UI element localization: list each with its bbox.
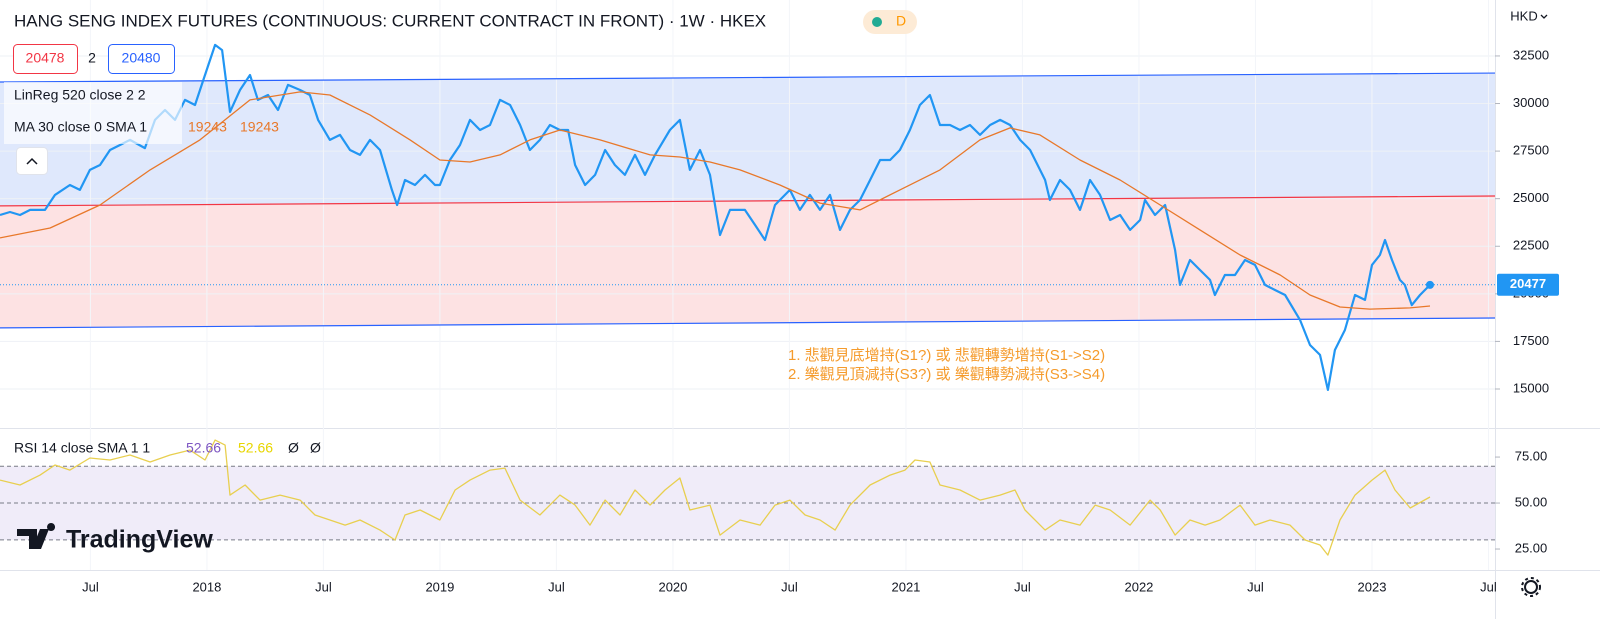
x-tick-label: Jul	[1014, 579, 1031, 594]
series-line	[0, 43, 1431, 391]
sell-price: 20478	[26, 50, 65, 66]
x-tick-label: Jul	[548, 579, 565, 594]
x-tick-label: 2018	[192, 579, 221, 594]
buy-price: 20480	[122, 50, 161, 66]
settings-icon[interactable]	[1524, 580, 1538, 594]
indicator-legend[interactable]: LinReg 520 close 2 2	[14, 87, 146, 103]
y-tick-label: 25.00	[1515, 540, 1548, 555]
x-tick-label: 2022	[1124, 579, 1153, 594]
y-tick-label: 25000	[1513, 190, 1549, 205]
sell-box[interactable]	[13, 44, 78, 74]
y-tick-label: 32500	[1513, 47, 1549, 62]
y-tick-label: 30000	[1513, 95, 1549, 110]
currency-caret	[1540, 14, 1548, 19]
overlay-layer: HANG SENG INDEX FUTURES (CONTINUOUS: CUR…	[4, 8, 1559, 597]
rsi-value: 52.66	[186, 440, 221, 456]
marks-layer	[0, 43, 1496, 556]
channel-upper	[0, 72, 1496, 83]
y-tick-label: 50.00	[1515, 494, 1548, 509]
x-tick-label: 2023	[1358, 579, 1387, 594]
spread: 2	[88, 50, 96, 66]
x-tick-label: Jul	[82, 579, 99, 594]
x-tick-label: Jul	[1247, 579, 1264, 594]
annotation: 1. 悲觀見底增持(S1?) 或 悲觀轉勢增持(S1->S2)	[788, 347, 1105, 364]
chart-title: HANG SENG INDEX FUTURES (CONTINUOUS: CUR…	[14, 11, 766, 30]
last-value-label: 20477	[1510, 276, 1546, 291]
indicator-value: 19243	[240, 119, 279, 135]
indicator-legend[interactable]: MA 30 close 0 SMA 1	[14, 119, 147, 135]
settings-icon-teeth	[1521, 577, 1541, 597]
x-tick-label: 2021	[891, 579, 920, 594]
channel-middle	[0, 195, 1496, 207]
buy-box[interactable]	[108, 44, 175, 74]
x-tick-label: Jul	[315, 579, 332, 594]
y-tick-label: 17500	[1513, 333, 1549, 348]
y-tick-label: 27500	[1513, 143, 1549, 158]
status-dot	[872, 17, 882, 27]
annotation: 2. 樂觀見頂減持(S3?) 或 樂觀轉勢減持(S3->S4)	[788, 366, 1105, 383]
series-line	[0, 91, 1431, 310]
y-tick-label: 75.00	[1515, 448, 1548, 463]
x-tick-label: 2019	[425, 579, 454, 594]
y-tick-label: 15000	[1513, 380, 1549, 395]
y-tick-label: 22500	[1513, 238, 1549, 253]
channel-upper-fill	[0, 73, 1495, 206]
rsi-flag: Ø	[288, 440, 299, 456]
brand-name: TradingView	[66, 526, 213, 554]
status-badge[interactable]	[863, 10, 917, 34]
last-point	[1425, 280, 1434, 289]
interval-badge: D	[896, 13, 906, 29]
channel-lower	[0, 317, 1496, 329]
rsi-value: 52.66	[238, 440, 273, 456]
legend-background	[4, 82, 182, 144]
last-value-tag	[1497, 273, 1559, 296]
rsi-legend[interactable]: RSI 14 close SMA 1 1	[14, 440, 150, 456]
x-tick-label: Jul	[781, 579, 798, 594]
collapse-button[interactable]	[16, 147, 48, 175]
indicator-value: 19243	[188, 119, 227, 135]
channel-lower-fill	[0, 196, 1495, 328]
currency-label[interactable]: HKD	[1510, 8, 1537, 23]
x-tick-label: Jul	[1480, 579, 1497, 594]
x-tick-label: 2020	[658, 579, 687, 594]
series-line	[0, 439, 1431, 556]
collapse-icon	[26, 157, 38, 165]
brand-logo	[17, 523, 56, 549]
rsi-flag: Ø	[310, 440, 321, 456]
rsi-band	[0, 466, 1495, 540]
